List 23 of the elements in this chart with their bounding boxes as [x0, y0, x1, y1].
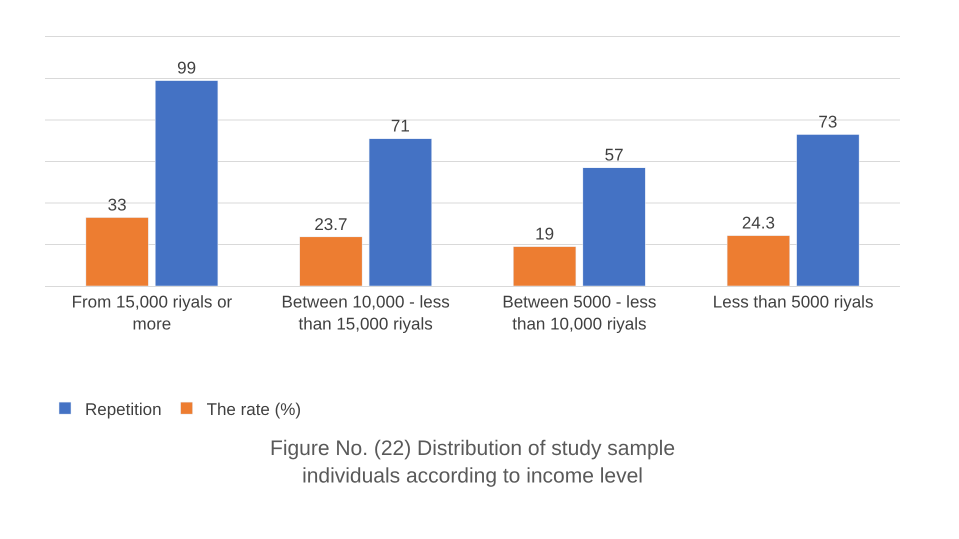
bar [796, 134, 860, 286]
data-label: 33 [108, 196, 127, 215]
data-label: 57 [604, 146, 624, 165]
x-tick-label: Between 5000 - less than 10,000 riyals [502, 292, 656, 334]
legend-label: The rate (%) [206, 400, 302, 419]
legend-label: Repetition [85, 400, 162, 419]
bar [368, 138, 432, 286]
bar [86, 217, 149, 286]
bar [726, 235, 790, 286]
data-label: 99 [177, 58, 196, 78]
data-label: 24.3 [742, 214, 775, 233]
data-label: 23.7 [314, 214, 348, 234]
bar [582, 167, 646, 286]
x-tick-label: From 15,000 riyals or more [72, 292, 233, 334]
x-tick-label: Less than 5000 riyals [712, 292, 874, 312]
bar [299, 236, 362, 286]
data-label: 73 [818, 112, 838, 132]
x-tick-label: Between 10,000 - less than 15,000 riyals [282, 292, 450, 334]
data-label: 19 [535, 224, 554, 244]
data-label: 71 [390, 116, 410, 136]
bar [155, 80, 218, 286]
bar [513, 246, 576, 286]
text: Figure No. (22) Distribution of study sample individuals according to income level [270, 437, 675, 488]
